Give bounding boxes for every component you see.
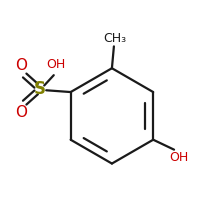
- Text: S: S: [34, 80, 46, 98]
- Text: O: O: [15, 105, 27, 120]
- Text: OH: OH: [169, 151, 189, 164]
- Text: O: O: [15, 58, 27, 73]
- Text: OH: OH: [46, 58, 65, 71]
- Text: CH₃: CH₃: [103, 32, 126, 45]
